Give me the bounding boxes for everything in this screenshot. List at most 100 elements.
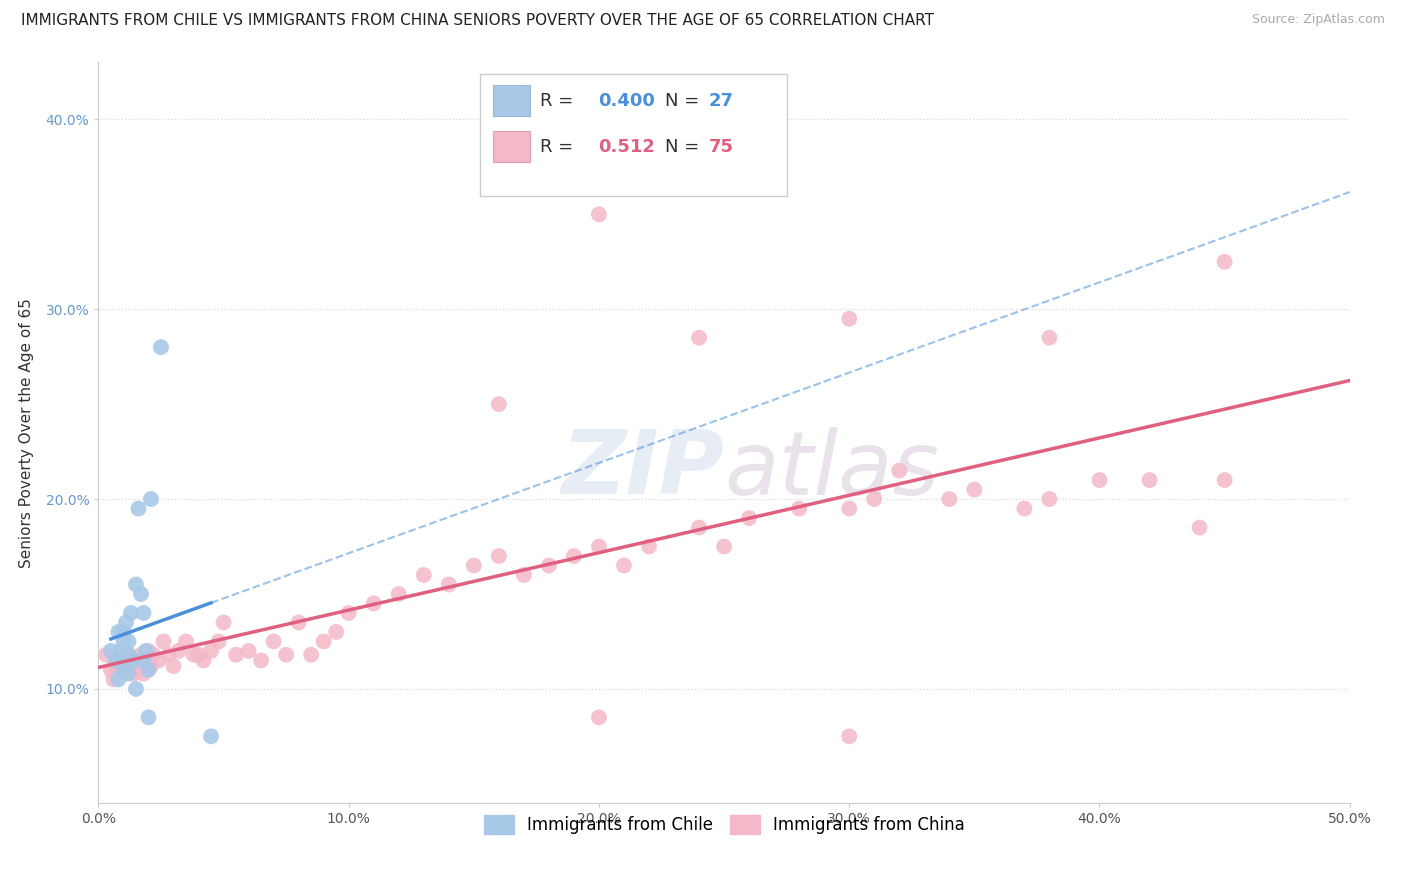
Point bbox=[688, 520, 710, 534]
Point bbox=[138, 710, 160, 724]
Text: 27: 27 bbox=[709, 92, 734, 110]
Point bbox=[129, 648, 152, 662]
Point bbox=[117, 648, 139, 662]
Point bbox=[412, 568, 434, 582]
Point bbox=[838, 501, 860, 516]
Point bbox=[120, 659, 142, 673]
Point bbox=[132, 666, 155, 681]
Point bbox=[588, 710, 610, 724]
Point bbox=[152, 634, 174, 648]
Point bbox=[463, 558, 485, 573]
Point bbox=[787, 501, 810, 516]
Point bbox=[513, 568, 536, 582]
Point bbox=[112, 663, 135, 677]
Point bbox=[263, 634, 285, 648]
Point bbox=[200, 644, 222, 658]
Point bbox=[125, 577, 148, 591]
Point bbox=[132, 653, 155, 667]
Point bbox=[117, 648, 139, 662]
Point bbox=[103, 673, 125, 687]
Point bbox=[588, 540, 610, 554]
Point bbox=[688, 331, 710, 345]
Point bbox=[537, 558, 560, 573]
Point bbox=[274, 648, 298, 662]
Point bbox=[138, 644, 160, 658]
Point bbox=[613, 558, 636, 573]
FancyBboxPatch shape bbox=[492, 131, 530, 162]
Point bbox=[212, 615, 235, 630]
Point bbox=[250, 653, 273, 667]
Point bbox=[125, 653, 148, 667]
Point bbox=[638, 540, 661, 554]
Text: atlas: atlas bbox=[724, 426, 939, 513]
Text: ZIP: ZIP bbox=[561, 426, 724, 513]
Point bbox=[1038, 491, 1060, 506]
Point bbox=[135, 644, 157, 658]
Text: 0.400: 0.400 bbox=[598, 92, 655, 110]
Y-axis label: Seniors Poverty Over the Age of 65: Seniors Poverty Over the Age of 65 bbox=[20, 298, 34, 567]
Point bbox=[838, 311, 860, 326]
Point bbox=[1188, 520, 1211, 534]
Point bbox=[287, 615, 309, 630]
Point bbox=[107, 624, 129, 639]
Text: R =: R = bbox=[540, 138, 579, 156]
Point bbox=[363, 597, 385, 611]
Point bbox=[139, 491, 162, 506]
Point bbox=[183, 648, 205, 662]
Point bbox=[225, 648, 247, 662]
Point bbox=[110, 644, 132, 658]
Point bbox=[142, 648, 165, 662]
Text: Source: ZipAtlas.com: Source: ZipAtlas.com bbox=[1251, 13, 1385, 27]
Point bbox=[167, 644, 190, 658]
Point bbox=[187, 648, 209, 662]
Point bbox=[115, 615, 138, 630]
Point bbox=[312, 634, 335, 648]
Point bbox=[112, 624, 135, 639]
Point bbox=[107, 666, 129, 681]
Point bbox=[738, 511, 761, 525]
Point bbox=[299, 648, 322, 662]
Text: N =: N = bbox=[665, 138, 706, 156]
Point bbox=[148, 653, 170, 667]
Point bbox=[562, 549, 585, 563]
Point bbox=[120, 606, 142, 620]
Point bbox=[200, 730, 222, 744]
Point bbox=[138, 663, 160, 677]
Text: R =: R = bbox=[540, 92, 579, 110]
Point bbox=[488, 549, 510, 563]
Point bbox=[1014, 501, 1036, 516]
Point bbox=[838, 730, 860, 744]
Point bbox=[117, 666, 139, 681]
Point bbox=[174, 634, 197, 648]
Point bbox=[162, 659, 184, 673]
Point bbox=[129, 587, 152, 601]
Point bbox=[132, 606, 155, 620]
Point bbox=[104, 659, 127, 673]
Point bbox=[117, 634, 139, 648]
Point bbox=[588, 207, 610, 221]
Point bbox=[238, 644, 260, 658]
Point bbox=[122, 666, 145, 681]
Point bbox=[1213, 473, 1236, 487]
Point bbox=[100, 644, 122, 658]
Point bbox=[112, 653, 135, 667]
Point bbox=[104, 653, 127, 667]
Point bbox=[437, 577, 460, 591]
Point bbox=[112, 653, 135, 667]
Point bbox=[122, 653, 145, 667]
Point bbox=[107, 673, 129, 687]
Legend: Immigrants from Chile, Immigrants from China: Immigrants from Chile, Immigrants from C… bbox=[475, 806, 973, 843]
Point bbox=[112, 634, 135, 648]
Text: N =: N = bbox=[665, 92, 706, 110]
Point bbox=[1213, 254, 1236, 268]
Point bbox=[1088, 473, 1111, 487]
Point bbox=[127, 501, 149, 516]
FancyBboxPatch shape bbox=[479, 73, 787, 195]
Point bbox=[488, 397, 510, 411]
Point bbox=[325, 624, 347, 639]
Point bbox=[110, 653, 132, 667]
Point bbox=[100, 663, 122, 677]
Point bbox=[157, 648, 180, 662]
Text: 0.512: 0.512 bbox=[598, 138, 655, 156]
Point bbox=[207, 634, 229, 648]
